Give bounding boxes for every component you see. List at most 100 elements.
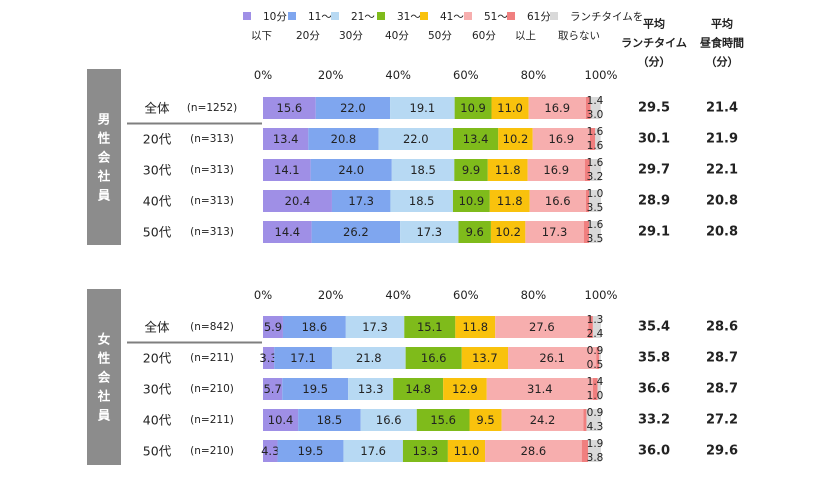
group-label-char: 社 <box>97 389 111 404</box>
data-label: 11.8 <box>497 194 523 208</box>
group-label-char: 性 <box>97 351 111 366</box>
bar-segment <box>486 378 593 400</box>
data-label-small: 1.6 <box>587 157 604 169</box>
bar-segment <box>490 221 526 243</box>
bar-segment <box>589 128 596 150</box>
bar-segment <box>263 316 283 338</box>
bar-segment <box>298 409 361 431</box>
bar-segment <box>485 440 582 462</box>
sample-size-label: (n=210) <box>190 445 234 457</box>
legend-label-line2: 20分 <box>296 30 320 42</box>
data-label: 10.2 <box>503 132 529 146</box>
bar-segment <box>400 221 459 243</box>
bar-segment <box>447 440 486 462</box>
bar-segment <box>310 159 392 181</box>
bar-segment <box>501 409 584 431</box>
avg-lunch-header: （分） <box>638 55 671 69</box>
bar-segment <box>589 190 601 212</box>
data-label: 11.0 <box>454 444 480 458</box>
avg-lunch-value: 29.7 <box>638 163 670 178</box>
data-label: 12.9 <box>452 382 478 396</box>
data-label: 22.0 <box>340 101 366 115</box>
avg-meal-value: 28.7 <box>706 382 738 397</box>
category-label: 40代 <box>143 194 172 209</box>
bar-segment <box>595 128 601 150</box>
axis-tick-label: 60% <box>453 288 479 302</box>
axis-tick-label: 0% <box>254 68 272 82</box>
data-label: 17.3 <box>416 225 442 239</box>
bar-segment <box>343 440 403 462</box>
bar-segment <box>263 128 309 150</box>
bar-segment <box>599 347 601 369</box>
avg-meal-value: 21.9 <box>706 132 738 147</box>
bar-segment <box>263 347 275 369</box>
legend-swatch <box>331 12 339 20</box>
group-label-box <box>87 289 121 465</box>
bar-segment <box>583 409 587 431</box>
bar-segment <box>391 159 455 181</box>
data-label: 18.5 <box>410 163 436 177</box>
bar-segment <box>308 128 379 150</box>
data-label: 14.1 <box>274 163 300 177</box>
bar-segment <box>416 409 470 431</box>
avg-meal-header: （分） <box>706 55 739 69</box>
data-label: 17.1 <box>290 351 316 365</box>
avg-meal-value: 28.6 <box>706 320 738 335</box>
legend-label: 31〜 <box>397 11 421 23</box>
data-label: 20.4 <box>285 194 311 208</box>
bar-segment <box>487 159 528 181</box>
sample-size-label: (n=211) <box>190 414 234 426</box>
data-label-small: 1.6 <box>587 140 604 152</box>
data-label-small: 3.0 <box>587 109 604 121</box>
data-label: 16.9 <box>548 132 574 146</box>
bar-segment <box>443 378 487 400</box>
bar-row: 30代 (n=210) 5.7 19.5 13.3 14.8 12.9 31.4 1.4 1.0 3… <box>143 376 738 402</box>
bar-segment <box>277 440 344 462</box>
bar-segment <box>590 159 601 181</box>
bar-segment <box>589 221 601 243</box>
category-label: 20代 <box>143 132 172 147</box>
data-label: 18.6 <box>302 320 328 334</box>
avg-meal-value: 21.4 <box>706 101 738 116</box>
bar-segment <box>331 347 406 369</box>
data-label: 5.9 <box>264 320 282 334</box>
avg-meal-header: 平均 <box>711 17 733 31</box>
legend-label-line2: 50分 <box>428 30 452 42</box>
data-label: 9.6 <box>466 225 484 239</box>
sample-size-label: (n=313) <box>190 164 234 176</box>
data-label: 24.2 <box>530 413 556 427</box>
avg-lunch-value: 29.1 <box>638 225 670 240</box>
group-label-char: 会 <box>98 150 111 165</box>
group-label-char: 会 <box>98 370 111 385</box>
bar-row: 20代 (n=313) 13.4 20.8 22.0 13.4 10.2 16.9 1.6 1.6… <box>143 126 738 152</box>
data-label: 26.2 <box>343 225 369 239</box>
axis-tick-label: 40% <box>385 68 411 82</box>
axis-tick-label: 20% <box>318 68 344 82</box>
data-label: 13.3 <box>413 444 439 458</box>
bar-segment <box>532 128 590 150</box>
bar-segment <box>583 221 590 243</box>
bar-row: 50代 (n=313) 14.4 26.2 17.3 9.6 10.2 17.3 1.6 3.5 2… <box>143 219 738 245</box>
avg-lunch-header: ランチタイム <box>621 37 687 50</box>
bar-segment <box>592 378 598 400</box>
data-label: 20.8 <box>331 132 357 146</box>
data-label-small: 3.8 <box>587 452 604 464</box>
bar-segment <box>263 440 278 462</box>
data-label: 17.3 <box>348 194 374 208</box>
data-label: 5.7 <box>263 382 281 396</box>
bar-segment <box>461 347 509 369</box>
bar-segment <box>508 347 597 369</box>
data-label: 21.8 <box>356 351 382 365</box>
data-label-small: 1.0 <box>587 188 604 200</box>
avg-meal-value: 28.7 <box>706 351 738 366</box>
data-label-small: 1.4 <box>587 95 604 107</box>
sample-size-label: (n=210) <box>190 383 234 395</box>
legend-label: 41〜 <box>440 11 464 23</box>
bar-segment <box>586 409 601 431</box>
bar-row: 全体 (n=1252) 15.6 22.0 19.1 10.9 11.0 16.9 1.4 3.0… <box>144 95 738 121</box>
category-label: 全体 <box>144 101 170 116</box>
data-label: 13.7 <box>472 351 498 365</box>
separator-line <box>127 341 262 344</box>
